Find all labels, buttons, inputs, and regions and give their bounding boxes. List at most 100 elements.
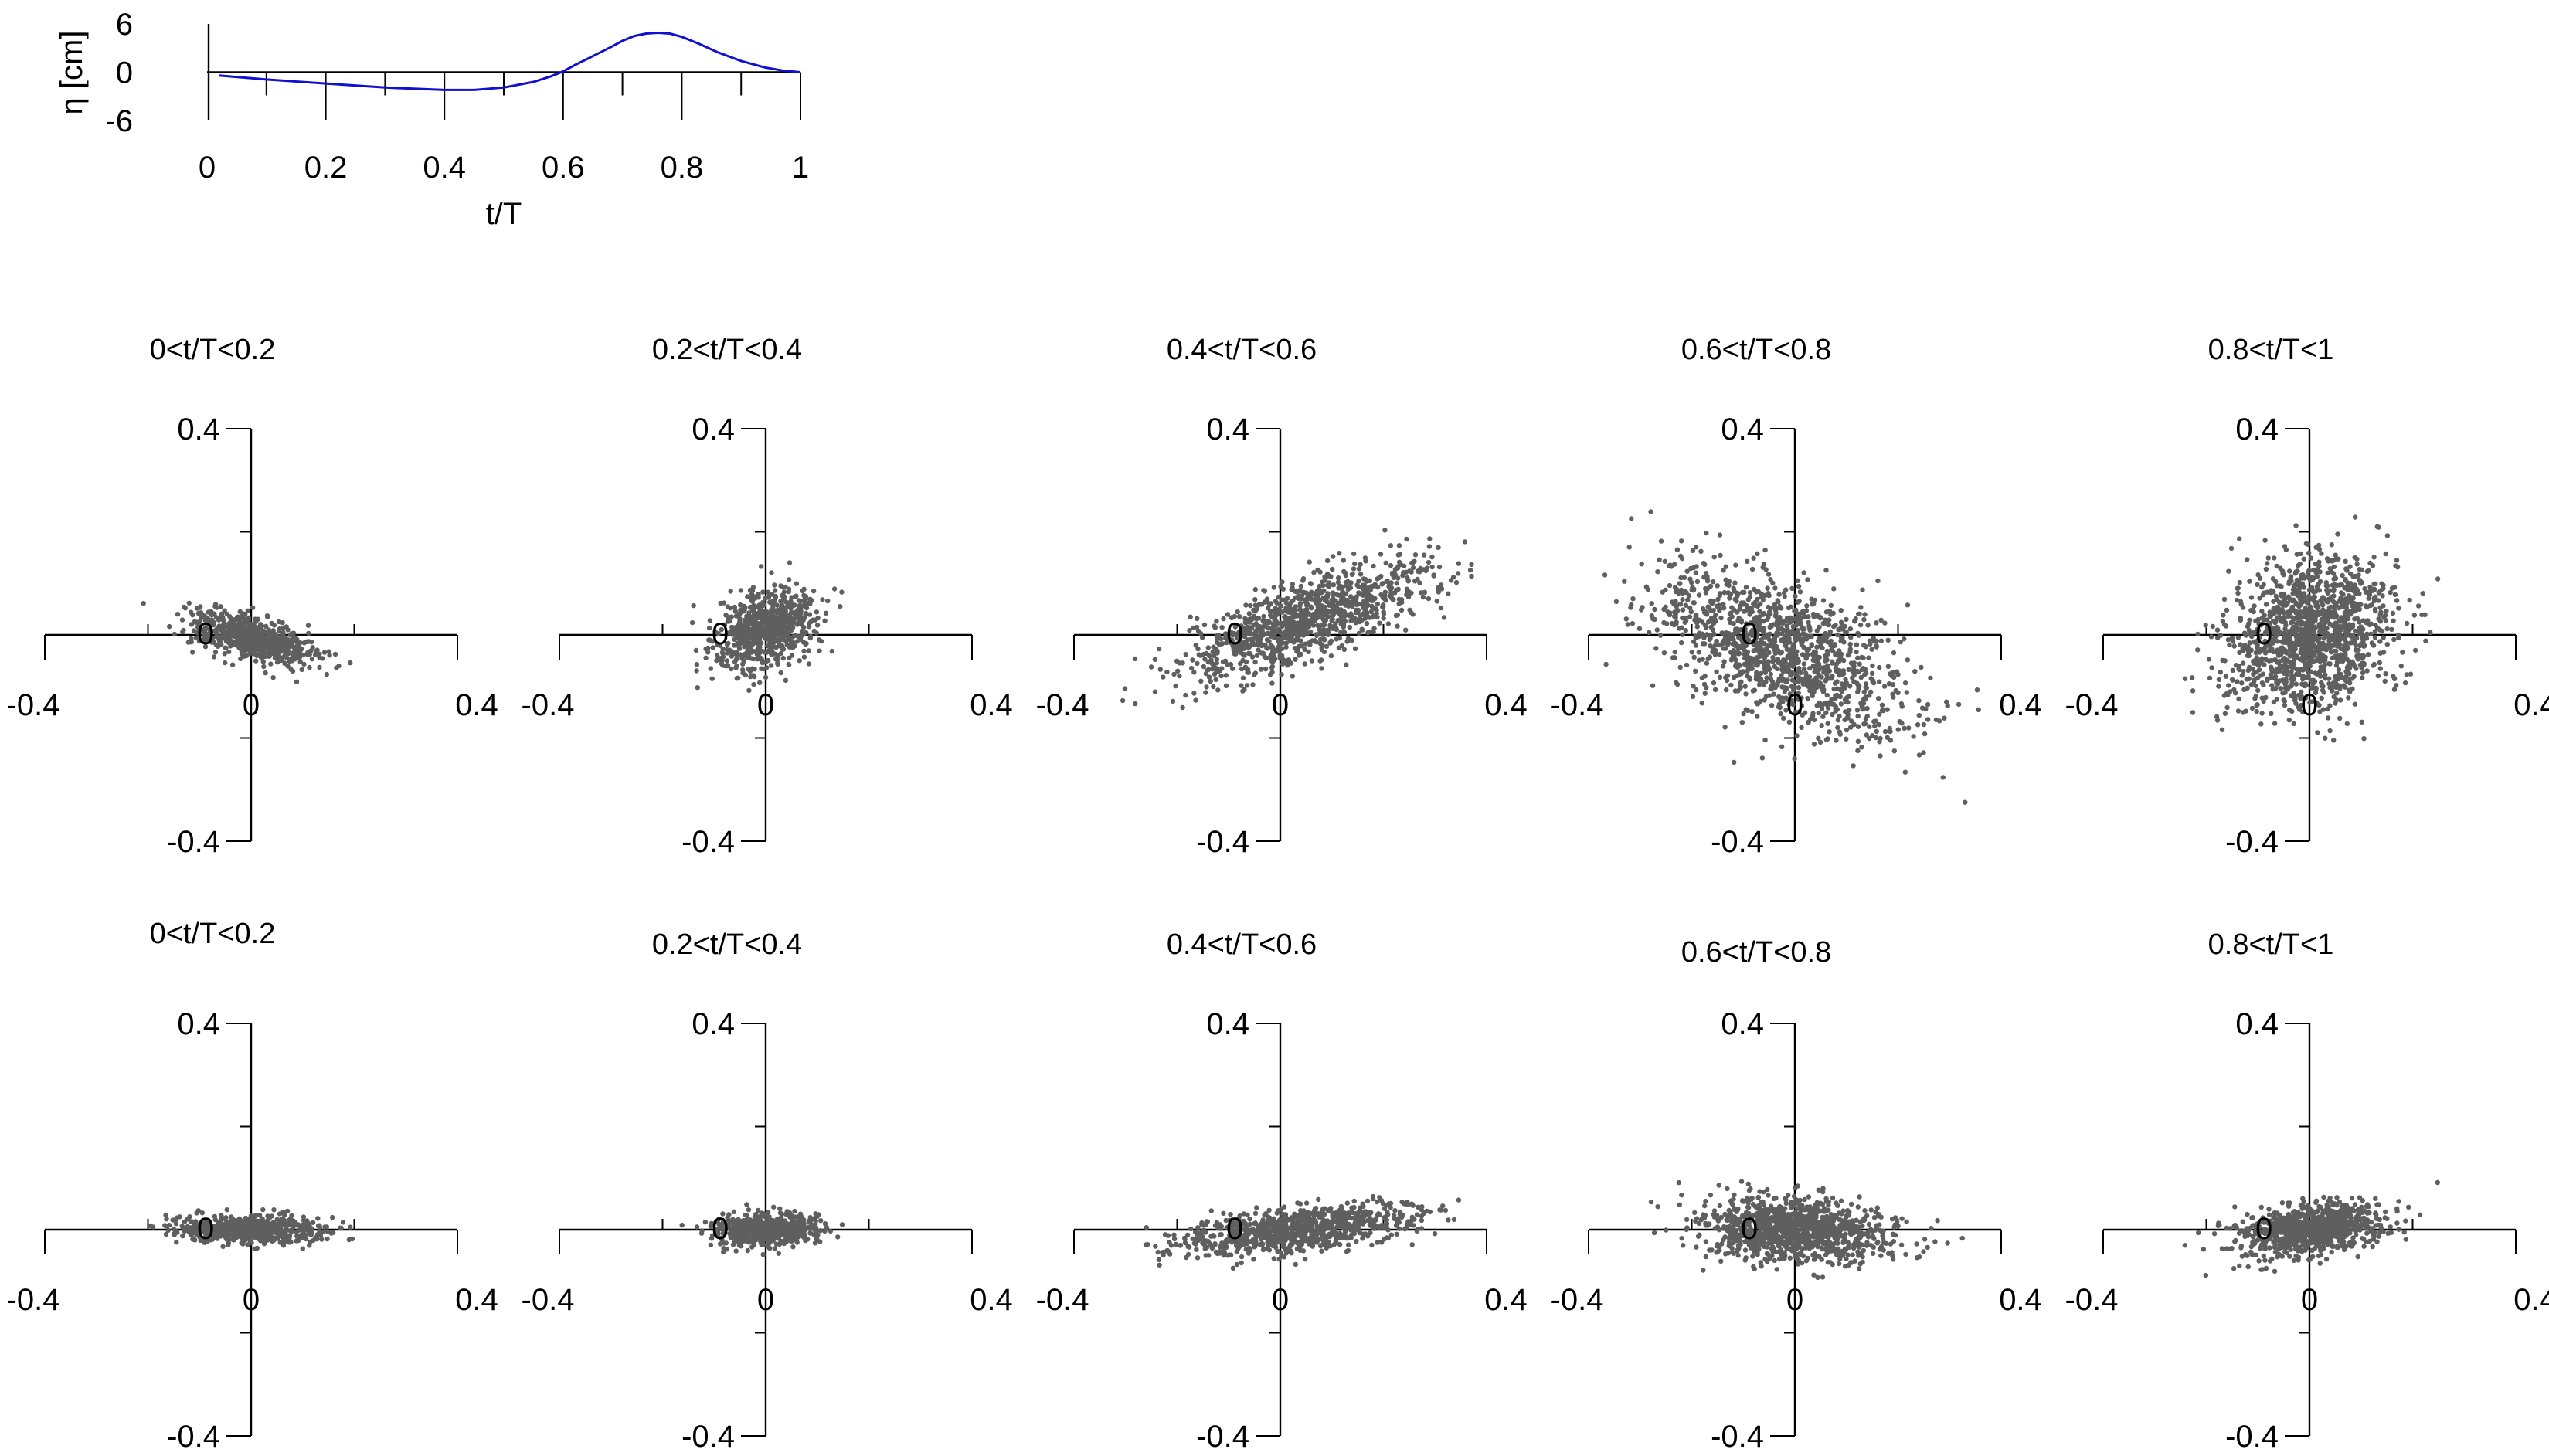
- data-point: [1320, 588, 1325, 593]
- data-point: [217, 625, 223, 630]
- data-point: [783, 630, 790, 635]
- data-point: [1731, 585, 1736, 591]
- data-point: [1778, 711, 1783, 717]
- data-point: [2226, 683, 2231, 688]
- data-point: [1364, 579, 1370, 584]
- data-point: [1855, 748, 1861, 753]
- data-point: [1754, 589, 1759, 595]
- data-point: [1781, 715, 1786, 721]
- data-point: [2415, 603, 2422, 609]
- data-point: [1648, 509, 1653, 514]
- data-point: [1846, 694, 1852, 699]
- data-point: [1878, 735, 1883, 742]
- data-point: [1409, 569, 1414, 575]
- data-point: [1699, 675, 1705, 680]
- data-point: [1338, 614, 1344, 619]
- data-point: [1201, 664, 1207, 670]
- data-point: [1322, 574, 1327, 579]
- data-point: [1802, 666, 1807, 672]
- data-point: [1747, 675, 1752, 680]
- data-point: [264, 613, 270, 619]
- scatter-panel-1-2: 0.2<t/T<0.40.4-0.4-0.4 0.400: [522, 334, 1013, 859]
- data-point: [1223, 673, 1229, 678]
- data-point: [218, 604, 223, 609]
- data-point: [1349, 572, 1355, 577]
- data-point: [196, 638, 202, 644]
- data-point: [763, 612, 769, 617]
- data-point: [775, 620, 780, 626]
- data-point: [1761, 610, 1767, 616]
- data-point: [2407, 597, 2412, 603]
- data-point: [1249, 640, 1256, 646]
- data-point: [1343, 602, 1348, 608]
- data-point: [1807, 666, 1813, 671]
- data-point: [1797, 621, 1803, 627]
- data-point: [789, 623, 795, 628]
- data-point: [1276, 646, 1281, 652]
- data-point: [1364, 621, 1370, 626]
- data-point: [786, 662, 792, 667]
- data-point: [2366, 596, 2371, 601]
- data-point: [2391, 618, 2396, 623]
- data-point: [1441, 615, 1447, 620]
- data-point: [1212, 625, 1218, 630]
- data-point: [1731, 675, 1737, 680]
- data-point: [1303, 599, 1308, 605]
- data-point: [2375, 673, 2381, 679]
- data-point: [2330, 684, 2335, 691]
- data-point: [1336, 575, 1341, 581]
- data-point: [2248, 595, 2255, 600]
- data-point: [2299, 615, 2305, 620]
- data-point: [2327, 645, 2333, 650]
- data-point: [2391, 687, 2398, 692]
- data-point: [1630, 596, 1636, 602]
- data-point: [2428, 630, 2433, 635]
- data-point: [2247, 640, 2252, 646]
- data-point: [2257, 575, 2263, 581]
- data-point: [2279, 592, 2284, 597]
- data-point: [1321, 606, 1327, 612]
- data-point: [1677, 664, 1683, 670]
- data-point: [1783, 587, 1789, 592]
- data-point: [720, 646, 726, 652]
- data-point: [1766, 613, 1771, 618]
- data-point: [1700, 606, 1706, 612]
- data-point: [1707, 654, 1713, 660]
- data-point: [1915, 722, 1921, 728]
- data-point: [272, 655, 278, 660]
- data-point: [2259, 695, 2265, 701]
- data-point: [1803, 608, 1810, 613]
- data-point: [1279, 672, 1284, 677]
- data-point: [1871, 680, 1877, 686]
- data-point: [1362, 616, 1368, 621]
- data-point: [1817, 624, 1822, 630]
- data-point: [1183, 692, 1188, 698]
- data-point: [1869, 647, 1874, 652]
- data-point: [1810, 657, 1816, 663]
- data-point: [1256, 642, 1261, 647]
- data-point: [1704, 633, 1709, 638]
- data-point: [191, 628, 197, 633]
- data-point: [2313, 603, 2319, 609]
- data-point: [1916, 712, 1922, 718]
- data-point: [1714, 639, 1719, 644]
- data-point: [1757, 653, 1762, 660]
- data-point: [1122, 686, 1128, 691]
- data-point: [1191, 691, 1197, 696]
- data-point: [1264, 596, 1270, 602]
- data-point: [1320, 579, 1325, 585]
- data-point: [1733, 562, 1738, 568]
- data-point: [811, 617, 816, 623]
- data-point: [1820, 714, 1826, 719]
- data-point: [253, 617, 259, 623]
- data-point: [1382, 528, 1388, 533]
- data-point: [1724, 630, 1729, 636]
- data-point: [1855, 738, 1861, 744]
- data-point: [1193, 697, 1198, 703]
- data-point: [2371, 661, 2377, 667]
- data-point: [270, 630, 275, 636]
- panel-tick-label: 0: [197, 617, 214, 651]
- data-point: [2356, 647, 2361, 653]
- data-point: [1801, 661, 1806, 667]
- data-point: [1772, 613, 1778, 619]
